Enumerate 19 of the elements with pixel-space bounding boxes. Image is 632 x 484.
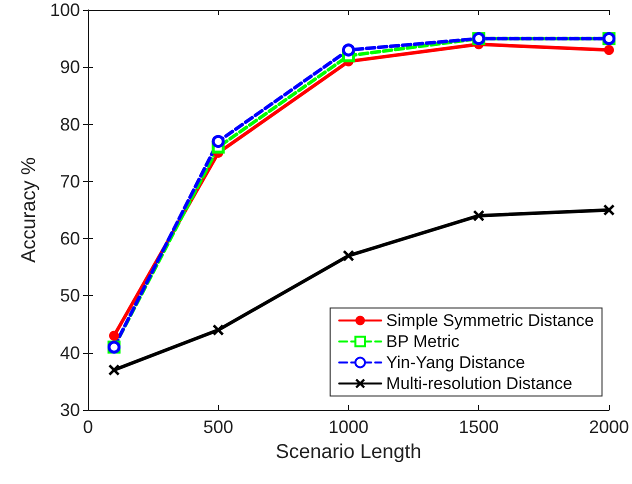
y-axis-title: Accuracy % bbox=[18, 156, 40, 263]
x-tick-label: 500 bbox=[203, 417, 234, 437]
y-tick-label: 90 bbox=[60, 57, 80, 78]
x-tick-label: 1500 bbox=[458, 417, 499, 437]
x-axis-title: Scenario Length bbox=[276, 441, 422, 463]
x-tick-label: 1000 bbox=[328, 417, 369, 437]
y-tick-label: 50 bbox=[60, 286, 80, 306]
x-tick-label: 0 bbox=[82, 417, 94, 437]
legend-label: BP Metric bbox=[386, 332, 460, 351]
y-tick-label: 40 bbox=[60, 342, 80, 363]
y-tick-label: 80 bbox=[60, 114, 80, 134]
y-tick-label: 30 bbox=[60, 400, 80, 420]
legend-label: Yin-Yang Distance bbox=[386, 353, 526, 372]
y-tick-label: 60 bbox=[60, 228, 80, 249]
y-tick-label: 70 bbox=[60, 171, 80, 192]
y-tick-label: 100 bbox=[50, 0, 80, 20]
legend-label: Multi-resolution Distance bbox=[386, 374, 572, 393]
legend-label: Simple Symmetric Distance bbox=[386, 311, 594, 330]
x-tick-label: 2000 bbox=[588, 417, 629, 437]
